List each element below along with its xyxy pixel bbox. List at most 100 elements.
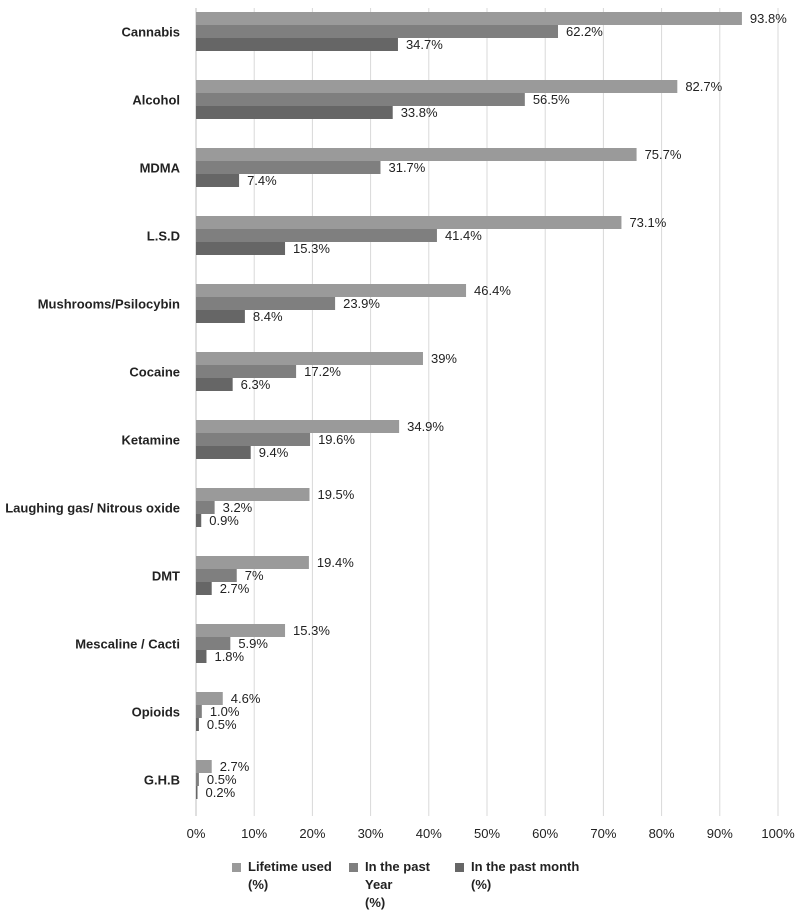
data-label-past-month: 33.8% bbox=[401, 105, 438, 120]
legend-item-past-year: In the past Year (%) bbox=[349, 858, 430, 912]
bar-past-month bbox=[196, 786, 198, 799]
category-label: DMT bbox=[152, 569, 180, 584]
legend-label-lifetime: Lifetime used (%) bbox=[248, 859, 332, 892]
data-label-lifetime: 34.9% bbox=[407, 419, 444, 434]
data-label-past-month: 0.9% bbox=[209, 513, 239, 528]
legend-item-lifetime: Lifetime used (%) bbox=[232, 858, 332, 894]
data-label-past-year: 31.7% bbox=[388, 160, 425, 175]
data-label-lifetime: 19.4% bbox=[317, 555, 354, 570]
x-tick-label: 0% bbox=[187, 826, 206, 841]
bar-past-year bbox=[196, 569, 237, 582]
category-label: Cannabis bbox=[121, 25, 180, 40]
data-label-past-year: 56.5% bbox=[533, 92, 570, 107]
bar-lifetime bbox=[196, 352, 423, 365]
bar-past-year bbox=[196, 365, 297, 378]
legend-item-past-month: In the past month (%) bbox=[455, 858, 579, 894]
category-label: G.H.B bbox=[144, 773, 180, 788]
bar-past-month bbox=[196, 38, 398, 51]
bar-lifetime bbox=[196, 148, 637, 161]
category-label: Mescaline / Cacti bbox=[75, 637, 180, 652]
data-label-past-month: 15.3% bbox=[293, 241, 330, 256]
legend: Lifetime used (%) In the past Year (%) I… bbox=[0, 858, 797, 917]
legend-swatch-lifetime bbox=[232, 863, 241, 872]
bar-lifetime bbox=[196, 556, 309, 569]
bar-past-month bbox=[196, 514, 202, 527]
data-label-lifetime: 82.7% bbox=[685, 79, 722, 94]
data-label-past-year: 7% bbox=[245, 568, 264, 583]
bar-past-year bbox=[196, 433, 311, 446]
data-label-lifetime: 73.1% bbox=[629, 215, 666, 230]
data-label-past-year: 1.0% bbox=[210, 704, 240, 719]
legend-label-past-month: In the past month (%) bbox=[471, 859, 580, 892]
data-label-past-year: 41.4% bbox=[445, 228, 482, 243]
bar-past-year bbox=[196, 93, 525, 106]
x-tick-label: 20% bbox=[299, 826, 325, 841]
x-tick-label: 50% bbox=[474, 826, 500, 841]
bar-past-month bbox=[196, 174, 240, 187]
bar-past-year bbox=[196, 705, 202, 718]
data-label-past-month: 0.5% bbox=[207, 717, 237, 732]
data-label-lifetime: 46.4% bbox=[474, 283, 511, 298]
x-tick-label: 10% bbox=[241, 826, 267, 841]
data-label-lifetime: 4.6% bbox=[231, 691, 261, 706]
category-label: Ketamine bbox=[121, 433, 180, 448]
data-label-lifetime: 39% bbox=[431, 351, 457, 366]
data-label-past-year: 19.6% bbox=[318, 432, 355, 447]
x-tick-label: 100% bbox=[761, 826, 795, 841]
legend-swatch-past-year bbox=[349, 863, 358, 872]
x-tick-label: 40% bbox=[416, 826, 442, 841]
bar-lifetime bbox=[196, 760, 212, 773]
data-label-past-month: 34.7% bbox=[406, 37, 443, 52]
x-tick-label: 90% bbox=[707, 826, 733, 841]
x-tick-label: 30% bbox=[358, 826, 384, 841]
category-label: Cocaine bbox=[129, 365, 180, 380]
bar-past-month bbox=[196, 718, 199, 731]
data-label-lifetime: 19.5% bbox=[317, 487, 354, 502]
bar-lifetime bbox=[196, 624, 286, 637]
bar-past-month bbox=[196, 650, 207, 663]
data-label-past-year: 17.2% bbox=[304, 364, 341, 379]
bar-past-year bbox=[196, 161, 381, 174]
data-label-past-year: 62.2% bbox=[566, 24, 603, 39]
bar-past-month bbox=[196, 446, 251, 459]
data-label-lifetime: 2.7% bbox=[220, 759, 250, 774]
data-label-past-month: 9.4% bbox=[259, 445, 289, 460]
category-label: Alcohol bbox=[132, 93, 180, 108]
category-label: MDMA bbox=[140, 161, 181, 176]
category-label: L.S.D bbox=[147, 229, 180, 244]
data-label-past-month: 0.2% bbox=[206, 785, 236, 800]
bar-past-month bbox=[196, 310, 245, 323]
data-label-past-year: 23.9% bbox=[343, 296, 380, 311]
data-label-past-year: 3.2% bbox=[223, 500, 253, 515]
legend-label-past-year: In the past Year (%) bbox=[365, 859, 431, 910]
bar-past-year bbox=[196, 773, 199, 786]
data-label-lifetime: 75.7% bbox=[645, 147, 682, 162]
data-label-lifetime: 93.8% bbox=[750, 11, 787, 26]
category-label: Laughing gas/ Nitrous oxide bbox=[5, 501, 180, 516]
x-tick-label: 80% bbox=[649, 826, 675, 841]
bar-past-year bbox=[196, 637, 231, 650]
data-label-past-year: 5.9% bbox=[238, 636, 268, 651]
bar-lifetime bbox=[196, 284, 467, 297]
data-label-lifetime: 15.3% bbox=[293, 623, 330, 638]
bar-past-year bbox=[196, 229, 437, 242]
category-label: Mushrooms/Psilocybin bbox=[38, 297, 180, 312]
data-label-past-month: 8.4% bbox=[253, 309, 283, 324]
bar-lifetime bbox=[196, 12, 742, 25]
bar-lifetime bbox=[196, 692, 223, 705]
bar-lifetime bbox=[196, 420, 400, 433]
bar-past-month bbox=[196, 242, 286, 255]
data-label-past-month: 2.7% bbox=[220, 581, 250, 596]
bar-lifetime bbox=[196, 80, 678, 93]
x-tick-label: 60% bbox=[532, 826, 558, 841]
bar-past-year bbox=[196, 25, 559, 38]
data-label-past-year: 0.5% bbox=[207, 772, 237, 787]
data-label-past-month: 1.8% bbox=[214, 649, 244, 664]
bar-chart: 0% 10% 20% 30% 40% 50% 60% 70% 80% 90% 100% Cannabi… bbox=[5, 8, 795, 841]
bar-past-month bbox=[196, 582, 212, 595]
category-label: Opioids bbox=[132, 705, 180, 720]
x-tick-label: 70% bbox=[590, 826, 616, 841]
bar-lifetime bbox=[196, 488, 310, 501]
bar-past-month bbox=[196, 378, 233, 391]
data-label-past-month: 6.3% bbox=[241, 377, 271, 392]
